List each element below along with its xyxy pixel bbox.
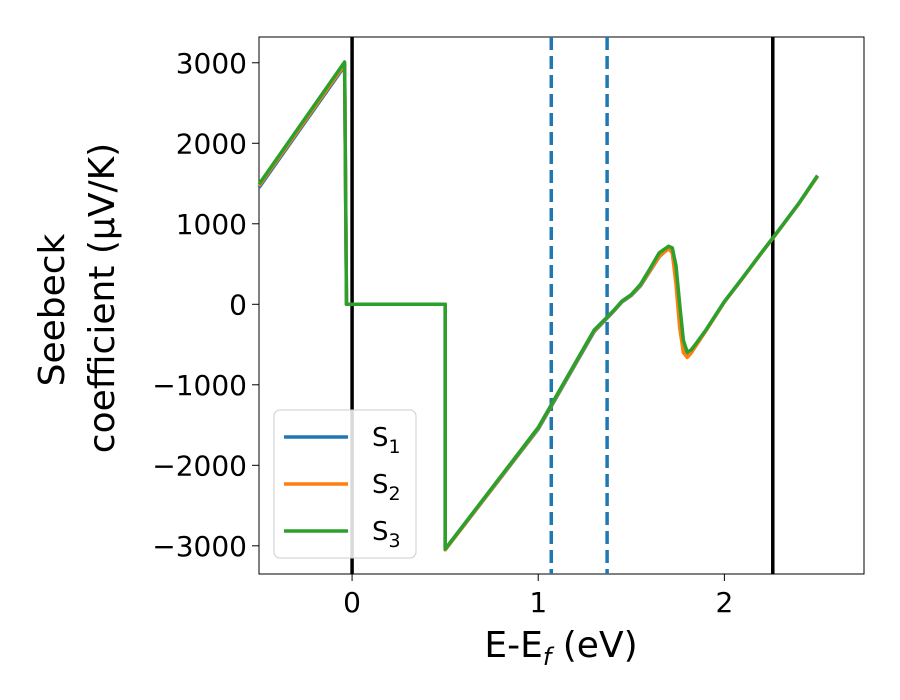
y-axis-label-line1: Seebeck	[32, 233, 73, 386]
legend-label-S1: S1	[372, 423, 401, 458]
y-tick-label: −1000	[152, 369, 247, 402]
series-lines	[257, 60, 819, 552]
y-axis-ticks: 3000 2000 1000 0 −1000 −2000 −3000	[152, 47, 259, 563]
y-tick-label: −2000	[152, 449, 247, 482]
x-axis-ticks: 0 1 2	[343, 574, 733, 619]
legend-label-S2: S2	[372, 470, 401, 505]
y-tick-label: 1000	[176, 208, 247, 241]
plot-frame	[258, 36, 865, 575]
legend-label-S3: S3	[372, 517, 401, 552]
y-tick-label: 3000	[176, 47, 247, 80]
legend: S1 S2 S3	[273, 409, 417, 559]
y-tick-label: 2000	[176, 127, 247, 160]
x-tick-label: 0	[343, 586, 361, 619]
x-tick-label: 1	[529, 586, 547, 619]
y-tick-label: −3000	[152, 530, 247, 563]
x-axis-label: E-Ef (eV)	[484, 625, 637, 671]
y-axis-label-line2: coefficient (μV/K)	[82, 143, 123, 453]
y-tick-label: 0	[229, 288, 247, 321]
series-line-S3	[257, 60, 819, 551]
x-tick-label: 2	[715, 586, 733, 619]
